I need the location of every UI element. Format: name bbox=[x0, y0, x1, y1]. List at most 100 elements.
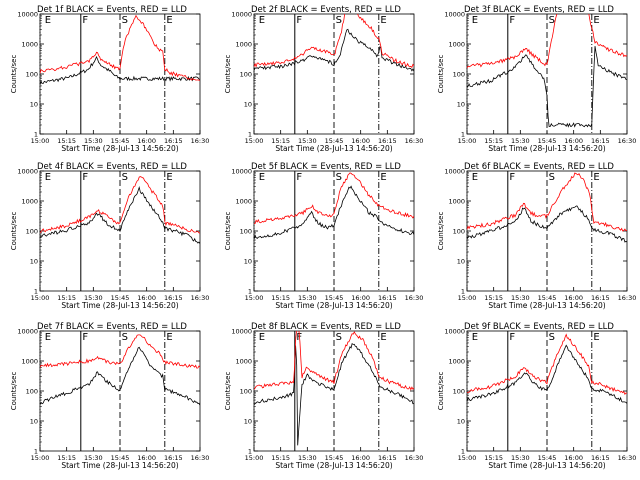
x-tick-label: 15:30 bbox=[298, 454, 317, 462]
x-tick-label: 15:45 bbox=[325, 454, 344, 462]
series-line-lld bbox=[40, 334, 200, 369]
time-marker-label: E bbox=[259, 15, 265, 26]
time-marker-label: S bbox=[549, 332, 555, 343]
y-tick-label: 10 bbox=[30, 258, 38, 266]
panel-det-4: Det 4f BLACK = Events, RED = LLD 1 10 100 10… bbox=[10, 162, 209, 310]
y-axis-label: Counts/sec bbox=[10, 55, 18, 94]
panel-det-2: Det 2f BLACK = Events, RED = LLD 1 10 100 10… bbox=[224, 5, 423, 153]
time-marker-label: F bbox=[509, 172, 515, 183]
y-tick-label: 1000 bbox=[235, 358, 252, 366]
x-tick-label: 16:15 bbox=[164, 137, 183, 145]
series-line-events bbox=[40, 55, 200, 85]
y-axis-label: Counts/sec bbox=[224, 212, 232, 251]
panel-det-9: Det 9f BLACK = Events, RED = LLD 1 10 100 10… bbox=[437, 322, 636, 470]
series-line-lld bbox=[467, 333, 627, 395]
time-marker-label: E bbox=[593, 15, 599, 26]
x-axis-label: Start Time (28-Jul-13 14:56:20) bbox=[61, 301, 178, 310]
chart-title: Det 2f BLACK = Events, RED = LLD bbox=[251, 5, 401, 15]
x-axis-label: Start Time (28-Jul-13 14:56:20) bbox=[275, 301, 392, 310]
panel-det-6: Det 6f BLACK = Events, RED = LLD 1 10 100 10… bbox=[437, 162, 636, 310]
y-tick-label: 10 bbox=[30, 101, 38, 109]
y-tick-label: 10 bbox=[244, 258, 252, 266]
series-line-lld bbox=[467, 14, 627, 69]
y-tick-label: 100 bbox=[453, 388, 465, 396]
y-tick-label: 100 bbox=[240, 388, 252, 396]
x-tick-label: 15:00 bbox=[245, 294, 264, 302]
x-tick-label: 15:30 bbox=[298, 137, 317, 145]
time-marker-label: E bbox=[45, 15, 51, 26]
x-tick-label: 15:15 bbox=[57, 137, 76, 145]
y-tick-label: 10 bbox=[244, 418, 252, 426]
y-tick-label: 100 bbox=[453, 71, 465, 79]
time-marker-label: E bbox=[380, 15, 386, 26]
time-marker-label: S bbox=[549, 172, 555, 183]
x-tick-label: 16:00 bbox=[564, 294, 583, 302]
time-marker-label: E bbox=[166, 332, 172, 343]
time-marker-label: E bbox=[45, 332, 51, 343]
time-marker-label: E bbox=[593, 172, 599, 183]
y-tick-label: 1000 bbox=[21, 198, 38, 206]
time-marker-label: E bbox=[380, 332, 386, 343]
series-line-events bbox=[254, 28, 414, 72]
y-tick-label: 100 bbox=[240, 228, 252, 236]
x-tick-label: 16:15 bbox=[378, 137, 397, 145]
x-tick-label: 15:30 bbox=[298, 294, 317, 302]
time-marker-label: E bbox=[593, 332, 599, 343]
x-tick-label: 16:30 bbox=[405, 137, 424, 145]
y-tick-label: 1 bbox=[461, 448, 465, 456]
time-marker-label: E bbox=[45, 172, 51, 183]
time-marker-label: F bbox=[82, 15, 88, 26]
time-marker-label: F bbox=[509, 332, 515, 343]
x-tick-label: 16:00 bbox=[564, 137, 583, 145]
series-line-lld bbox=[254, 172, 414, 225]
x-tick-label: 15:45 bbox=[111, 137, 130, 145]
x-tick-label: 15:00 bbox=[31, 137, 50, 145]
x-tick-label: 16:00 bbox=[137, 294, 156, 302]
y-tick-label: 10000 bbox=[17, 11, 38, 19]
x-axis-label: Start Time (28-Jul-13 14:56:20) bbox=[61, 461, 178, 470]
x-tick-label: 16:15 bbox=[164, 454, 183, 462]
x-tick-label: 16:30 bbox=[618, 294, 637, 302]
time-marker-label: E bbox=[472, 332, 478, 343]
x-tick-label: 16:30 bbox=[191, 137, 210, 145]
x-tick-label: 15:30 bbox=[511, 137, 530, 145]
y-tick-label: 1 bbox=[34, 448, 38, 456]
x-tick-label: 15:45 bbox=[325, 137, 344, 145]
y-tick-label: 100 bbox=[26, 71, 38, 79]
y-axis-label: Counts/sec bbox=[437, 55, 445, 94]
y-tick-label: 10000 bbox=[231, 328, 252, 336]
y-tick-label: 10 bbox=[457, 101, 465, 109]
x-tick-label: 15:15 bbox=[57, 294, 76, 302]
y-tick-label: 1000 bbox=[448, 198, 465, 206]
y-tick-label: 10 bbox=[244, 101, 252, 109]
x-axis-label: Start Time (28-Jul-13 14:56:20) bbox=[275, 461, 392, 470]
y-tick-label: 1000 bbox=[448, 41, 465, 49]
chart-title: Det 7f BLACK = Events, RED = LLD bbox=[37, 322, 187, 332]
x-tick-label: 16:00 bbox=[351, 454, 370, 462]
x-tick-label: 16:30 bbox=[405, 294, 424, 302]
x-tick-label: 15:45 bbox=[111, 454, 130, 462]
chart-title: Det 3f BLACK = Events, RED = LLD bbox=[464, 5, 614, 15]
x-tick-label: 15:00 bbox=[458, 137, 477, 145]
y-tick-label: 1000 bbox=[21, 41, 38, 49]
x-tick-label: 15:00 bbox=[458, 454, 477, 462]
series-line-events bbox=[40, 185, 200, 244]
y-tick-label: 10 bbox=[457, 418, 465, 426]
time-marker-label: E bbox=[166, 15, 172, 26]
x-tick-label: 15:15 bbox=[57, 454, 76, 462]
y-tick-label: 1000 bbox=[235, 41, 252, 49]
x-tick-label: 16:00 bbox=[564, 454, 583, 462]
y-tick-label: 10000 bbox=[17, 328, 38, 336]
panel-det-3: Det 3f BLACK = Events, RED = LLD 1 10 100 10… bbox=[437, 5, 636, 153]
x-tick-label: 15:45 bbox=[538, 137, 557, 145]
series-line-events bbox=[254, 185, 414, 240]
y-tick-label: 100 bbox=[26, 388, 38, 396]
x-tick-label: 15:45 bbox=[538, 294, 557, 302]
y-axis-label: Counts/sec bbox=[437, 372, 445, 411]
series-line-events bbox=[467, 46, 627, 128]
x-tick-label: 15:45 bbox=[111, 294, 130, 302]
time-marker-label: S bbox=[549, 15, 555, 26]
x-tick-label: 15:45 bbox=[538, 454, 557, 462]
y-tick-label: 1 bbox=[34, 131, 38, 139]
